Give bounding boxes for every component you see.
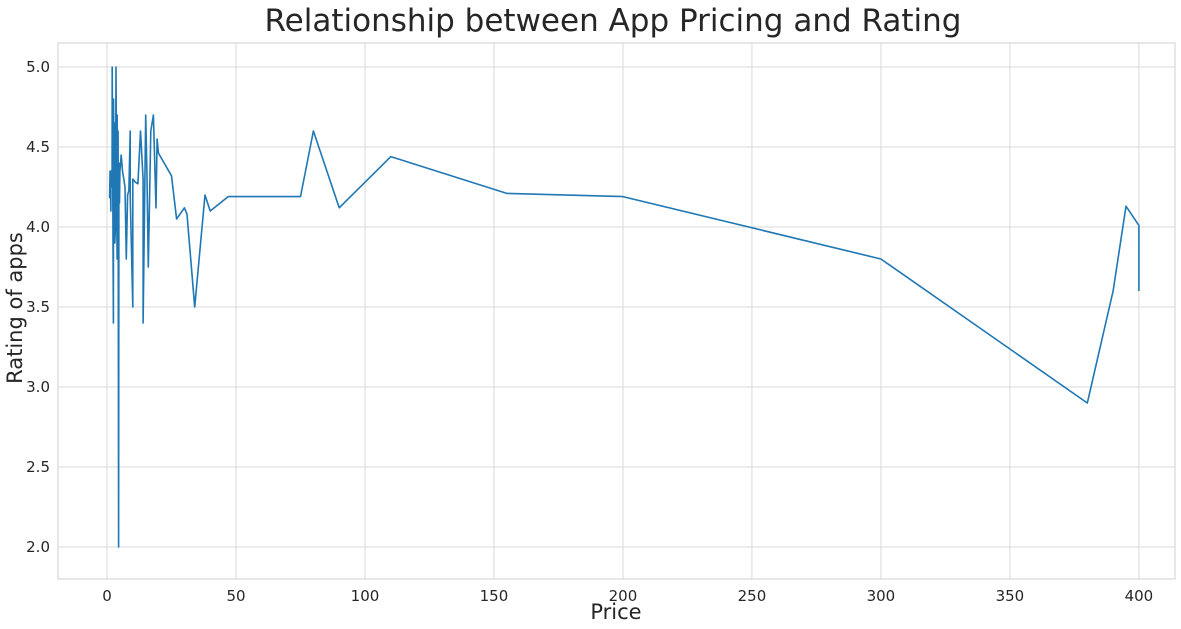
x-tick-label: 150 bbox=[480, 587, 509, 605]
y-tick-label: 3.0 bbox=[26, 378, 50, 396]
plot-frame bbox=[57, 42, 1176, 580]
y-tick-label: 3.5 bbox=[26, 298, 50, 316]
y-tick-label: 2.5 bbox=[26, 458, 50, 476]
x-tick-label: 50 bbox=[226, 587, 245, 605]
y-tick-label: 4.5 bbox=[26, 138, 50, 156]
y-axis-label: Rating of apps bbox=[3, 232, 27, 384]
vertical-grid bbox=[106, 43, 1140, 579]
x-axis-label: Price bbox=[590, 600, 641, 624]
x-tick-label: 350 bbox=[996, 587, 1025, 605]
x-tick-label: 250 bbox=[738, 587, 767, 605]
x-tick-label: 300 bbox=[867, 587, 896, 605]
x-tick-label: 0 bbox=[102, 587, 112, 605]
x-tick-label: 400 bbox=[1125, 587, 1154, 605]
y-tick-label: 5.0 bbox=[26, 58, 50, 76]
y-tick-label: 4.0 bbox=[26, 218, 50, 236]
series-line bbox=[108, 66, 1140, 548]
y-tick-labels: 2.0 2.5 3.0 3.5 4.0 4.5 5.0 bbox=[26, 58, 50, 556]
x-tick-labels: 0 50 100 150 200 250 300 350 400 bbox=[102, 587, 1153, 605]
x-tick-label: 100 bbox=[351, 587, 380, 605]
x-tick-label: 200 bbox=[609, 587, 638, 605]
y-tick-label: 2.0 bbox=[26, 538, 50, 556]
chart-title: Relationship between App Pricing and Rat… bbox=[265, 3, 962, 39]
horizontal-grid bbox=[58, 66, 1175, 548]
series-layer bbox=[108, 66, 1140, 548]
